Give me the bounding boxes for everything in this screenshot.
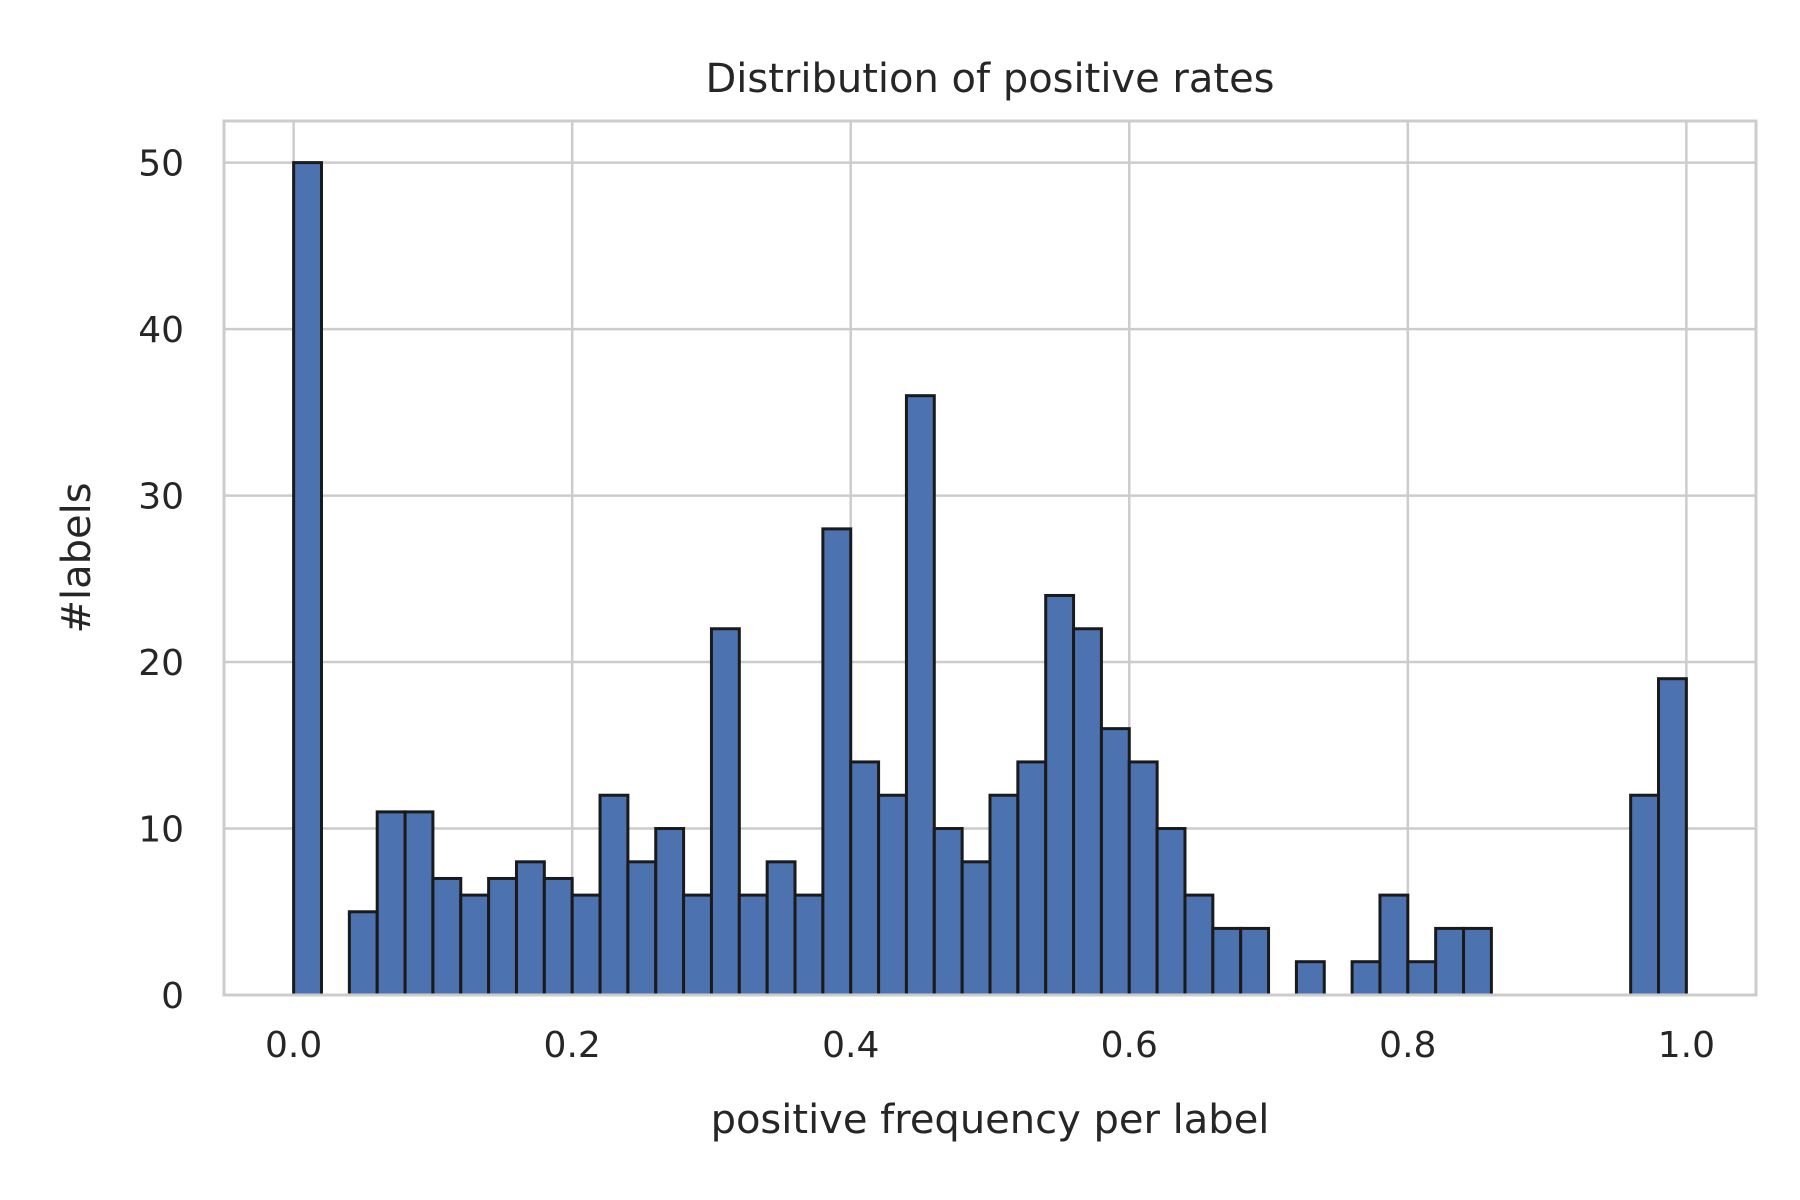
- histogram-bar: [709, 627, 741, 997]
- histogram-bar: [598, 793, 630, 997]
- y-tick-label: 10: [138, 810, 184, 851]
- histogram-bar: [1350, 960, 1382, 997]
- x-tick-label: 0.4: [822, 1025, 879, 1066]
- histogram-bar: [821, 527, 853, 997]
- histogram-bar: [1127, 760, 1159, 997]
- x-tick-label: 0.6: [1101, 1025, 1158, 1066]
- histogram-bar: [1155, 827, 1187, 997]
- histogram-bar: [1099, 727, 1131, 997]
- histogram-bar: [877, 793, 908, 997]
- plot-frame: [222, 119, 1758, 997]
- histogram-bar: [1657, 677, 1688, 997]
- histogram-bar: [849, 760, 881, 997]
- histogram-bar: [375, 810, 407, 997]
- y-axis-label: #labels: [54, 482, 100, 633]
- x-tick-label: 0.8: [1379, 1025, 1436, 1066]
- histogram-bar: [459, 893, 491, 997]
- histogram-bar: [793, 893, 825, 997]
- histogram-bar: [1462, 926, 1493, 997]
- histogram-bar: [1378, 893, 1410, 997]
- histogram-bar: [765, 860, 797, 997]
- histogram-bar: [292, 161, 323, 997]
- histogram-bar: [932, 827, 964, 997]
- histogram-bar: [1211, 926, 1243, 997]
- x-axis-label: positive frequency per label: [711, 1097, 1270, 1143]
- histogram-bar: [1072, 627, 1103, 997]
- chart-title: Distribution of positive rates: [705, 56, 1274, 102]
- x-tick-label: 0.2: [544, 1025, 601, 1066]
- y-tick-label: 30: [138, 477, 184, 518]
- x-tick-label: 0.0: [265, 1025, 322, 1066]
- histogram-bar: [514, 860, 546, 997]
- histogram-bar: [347, 910, 379, 997]
- histogram-bar: [654, 827, 686, 997]
- bars-layer: [292, 161, 1688, 997]
- histogram-bar: [1406, 960, 1438, 997]
- histogram-bar: [1044, 593, 1076, 997]
- histogram-bar: [960, 860, 992, 997]
- histogram-bar: [737, 893, 769, 997]
- y-tick-label: 0: [161, 976, 184, 1017]
- histogram-bar: [626, 860, 658, 997]
- histogram-bar: [542, 876, 574, 997]
- histogram-bar: [487, 876, 518, 997]
- histogram-bar: [1629, 793, 1661, 997]
- y-tick-label: 50: [138, 144, 184, 185]
- histogram-bar: [1183, 893, 1215, 997]
- histogram-bar: [570, 893, 602, 997]
- histogram-bar: [682, 893, 713, 997]
- x-tick-label: 1.0: [1658, 1025, 1715, 1066]
- histogram-bar: [1434, 926, 1466, 997]
- histogram-bar: [904, 394, 936, 997]
- y-tick-labels: 0 10 20 30 40 50: [138, 144, 184, 1017]
- y-tick-label: 20: [138, 643, 184, 684]
- x-tick-labels: 0.0 0.2 0.4 0.6 0.8 1.0: [265, 1025, 1715, 1066]
- histogram-bar: [988, 793, 1020, 997]
- histogram-bar: [1016, 760, 1048, 997]
- histogram-bar: [1294, 960, 1326, 997]
- histogram-bar: [403, 810, 435, 997]
- histogram-bar: [1239, 926, 1271, 997]
- histogram-bar: [431, 876, 463, 997]
- y-tick-label: 40: [138, 310, 184, 351]
